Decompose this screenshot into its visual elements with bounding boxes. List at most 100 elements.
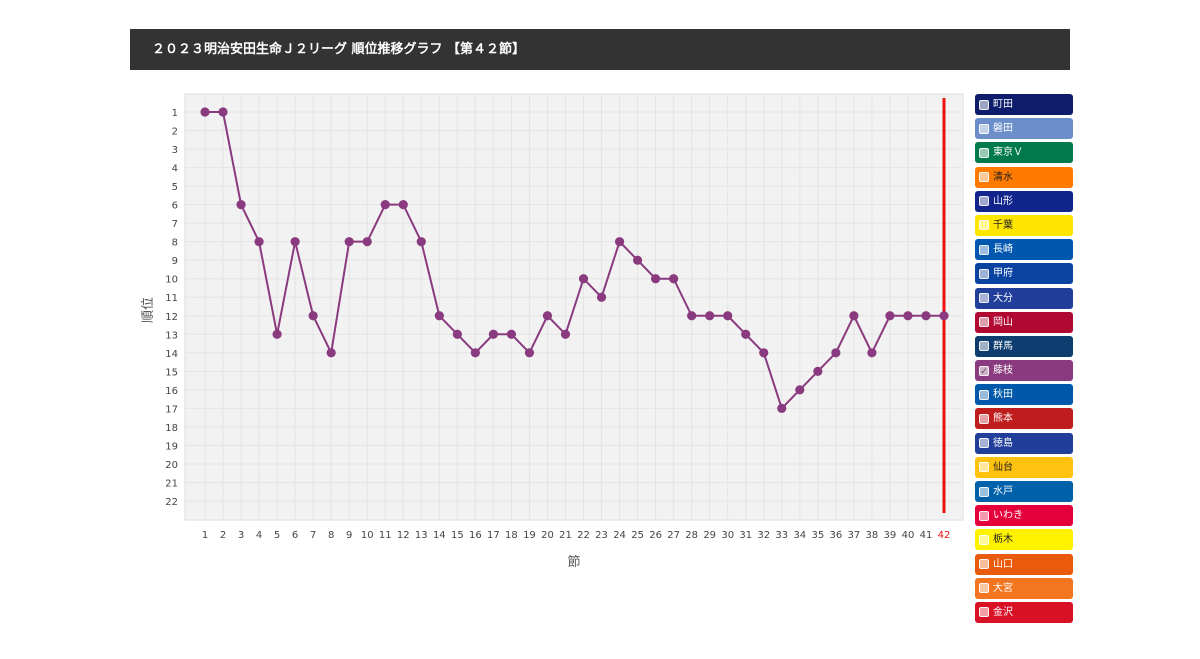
x-tick-label: 3 xyxy=(238,530,244,541)
legend-checkbox[interactable] xyxy=(979,438,989,449)
legend-checkbox[interactable] xyxy=(979,268,989,279)
legend-item[interactable]: ✓ 藤枝 xyxy=(975,360,1073,382)
legend-checkbox[interactable] xyxy=(979,147,989,158)
legend-item[interactable]: 清水 xyxy=(975,166,1073,188)
x-axis-label: 節 xyxy=(567,555,580,570)
legend-item[interactable]: 栃木 xyxy=(975,529,1073,551)
legend-checkbox[interactable] xyxy=(979,559,989,570)
legend-label: 山形 xyxy=(993,195,1013,207)
legend-item[interactable]: 岡山 xyxy=(975,311,1073,333)
x-tick-label: 18 xyxy=(505,530,518,541)
legend-item[interactable]: 甲府 xyxy=(975,263,1073,285)
data-point xyxy=(380,200,390,210)
x-tick-label: 29 xyxy=(703,530,716,541)
y-tick-label: 10 xyxy=(165,275,178,286)
legend-label: 山口 xyxy=(993,558,1013,570)
data-point xyxy=(308,311,318,321)
legend-checkbox[interactable] xyxy=(979,389,989,400)
legend-checkbox[interactable]: ✓ xyxy=(979,365,989,377)
legend-item[interactable]: 仙台 xyxy=(975,456,1073,478)
data-point xyxy=(632,255,643,265)
legend-item[interactable]: 山形 xyxy=(975,190,1073,212)
legend-checkbox[interactable] xyxy=(979,510,989,521)
x-tick-label: 41 xyxy=(920,530,933,541)
legend-item[interactable]: 水戸 xyxy=(975,481,1073,502)
data-point xyxy=(398,200,408,210)
legend-label: 清水 xyxy=(993,171,1013,183)
legend-checkbox[interactable] xyxy=(979,607,989,618)
legend-checkbox[interactable] xyxy=(979,534,989,545)
x-tick-label: 30 xyxy=(721,530,734,541)
data-point xyxy=(434,311,444,321)
legend-label: 徳島 xyxy=(993,437,1013,449)
y-tick-label: 1 xyxy=(172,108,178,119)
legend-item[interactable]: 徳島 xyxy=(975,432,1073,454)
legend-item[interactable]: 群馬 xyxy=(975,335,1073,357)
data-point xyxy=(218,107,228,117)
legend-label: 甲府 xyxy=(993,268,1013,280)
x-tick-label: 16 xyxy=(469,530,482,541)
legend-checkbox[interactable] xyxy=(979,293,989,303)
legend-item[interactable]: 大宮 xyxy=(975,577,1073,599)
legend-checkbox[interactable] xyxy=(979,486,989,497)
x-tick-label: 19 xyxy=(523,530,536,541)
x-tick-label: 23 xyxy=(595,530,608,541)
legend-checkbox[interactable] xyxy=(979,196,989,207)
y-tick-label: 19 xyxy=(165,441,178,452)
y-tick-label: 17 xyxy=(165,404,178,415)
series-group xyxy=(200,107,949,413)
legend-label: 大宮 xyxy=(993,582,1013,594)
legend-item[interactable]: 熊本 xyxy=(975,408,1073,430)
legend-checkbox[interactable] xyxy=(979,244,989,255)
legend-item[interactable]: 秋田 xyxy=(975,384,1073,406)
legend-checkbox[interactable] xyxy=(979,462,989,473)
data-point xyxy=(200,107,210,117)
legend-item[interactable]: 千葉 xyxy=(975,214,1073,236)
data-point xyxy=(651,274,661,284)
x-tick-label: 21 xyxy=(559,530,572,541)
x-tick-label: 33 xyxy=(775,530,788,541)
legend-checkbox[interactable] xyxy=(979,583,989,594)
x-tick-label: 12 xyxy=(397,530,410,541)
x-tick-label: 27 xyxy=(667,530,680,541)
legend-label: 東京Ｖ xyxy=(993,147,1023,159)
data-point xyxy=(524,348,535,358)
x-tick-label: 42 xyxy=(938,530,951,541)
legend-label: 栃木 xyxy=(993,534,1013,546)
y-tick-label: 16 xyxy=(165,386,178,397)
y-tick-label: 14 xyxy=(165,349,178,360)
data-point xyxy=(344,237,354,247)
y-tick-label: 9 xyxy=(172,256,178,267)
data-point xyxy=(272,329,282,339)
x-tick-label: 40 xyxy=(902,530,915,541)
y-axis-label: 順位 xyxy=(141,297,156,323)
legend-item[interactable]: 長崎 xyxy=(975,239,1073,261)
legend-item[interactable]: いわき xyxy=(975,505,1073,527)
legend-checkbox[interactable] xyxy=(979,341,989,352)
x-tick-label: 28 xyxy=(685,530,698,541)
x-tick-label: 32 xyxy=(757,530,770,541)
legend-item[interactable]: 東京Ｖ xyxy=(975,142,1073,164)
legend-label: いわき xyxy=(993,510,1023,522)
legend-checkbox[interactable] xyxy=(979,413,989,424)
legend-item[interactable]: 磐田 xyxy=(975,118,1073,140)
legend-checkbox[interactable] xyxy=(979,220,989,231)
legend-checkbox[interactable] xyxy=(979,317,989,328)
data-point xyxy=(921,311,931,321)
x-tick-label: 38 xyxy=(866,530,879,541)
legend-label: 藤枝 xyxy=(993,365,1013,377)
legend-checkbox[interactable] xyxy=(979,99,989,110)
data-point xyxy=(416,237,426,247)
data-point xyxy=(831,348,841,358)
x-tick-label: 26 xyxy=(649,530,662,541)
legend-checkbox[interactable] xyxy=(979,172,989,183)
legend-item[interactable]: 町田 xyxy=(975,94,1073,115)
legend-item[interactable]: 大分 xyxy=(975,287,1073,309)
y-tick-label: 2 xyxy=(172,127,178,138)
legend-item[interactable]: 金沢 xyxy=(975,601,1073,623)
data-point xyxy=(560,329,571,339)
x-tick-label: 7 xyxy=(310,530,316,541)
x-tick-label: 11 xyxy=(379,530,392,541)
legend-checkbox[interactable] xyxy=(979,123,989,134)
legend-item[interactable]: 山口 xyxy=(975,553,1073,575)
